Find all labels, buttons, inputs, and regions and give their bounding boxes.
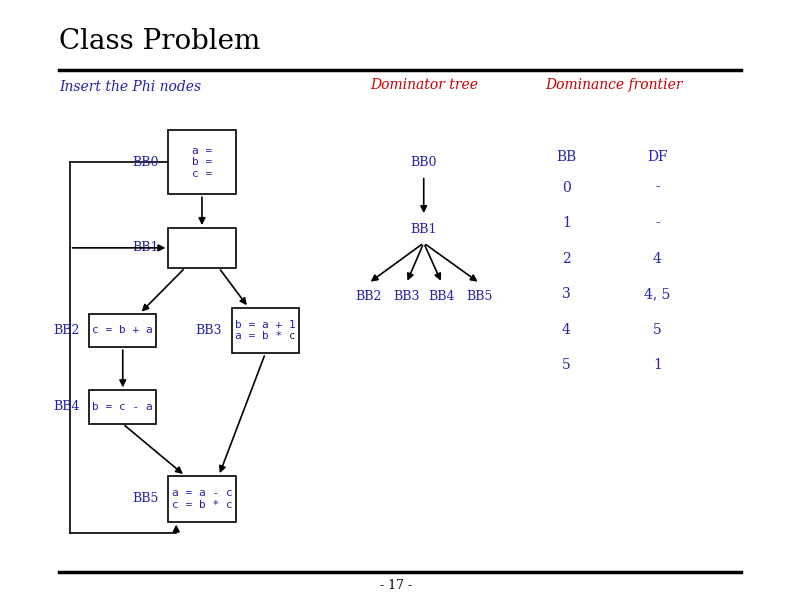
Text: - 17 -: - 17 - [380, 580, 412, 592]
Text: BB3: BB3 [196, 324, 223, 337]
FancyBboxPatch shape [168, 476, 236, 521]
Text: BB5: BB5 [132, 492, 158, 506]
Text: 1: 1 [653, 358, 662, 372]
Text: Dominator tree: Dominator tree [370, 78, 478, 92]
FancyBboxPatch shape [89, 314, 157, 348]
FancyBboxPatch shape [168, 228, 236, 268]
Text: BB: BB [556, 150, 577, 164]
Text: -: - [655, 181, 660, 195]
Text: BB5: BB5 [466, 290, 493, 304]
Text: 5: 5 [562, 358, 571, 372]
Text: 3: 3 [562, 287, 571, 301]
Text: b = c - a: b = c - a [93, 402, 153, 412]
FancyBboxPatch shape [232, 307, 299, 353]
Text: BB3: BB3 [393, 290, 420, 304]
Text: b = a + 1
a = b * c: b = a + 1 a = b * c [235, 319, 295, 341]
Text: BB2: BB2 [355, 290, 382, 304]
FancyBboxPatch shape [89, 390, 157, 424]
Text: c = b + a: c = b + a [93, 326, 153, 335]
Text: a = a - c
c = b * c: a = a - c c = b * c [172, 488, 232, 510]
Text: -: - [655, 216, 660, 230]
Text: 4, 5: 4, 5 [644, 287, 671, 301]
Text: Class Problem: Class Problem [59, 28, 261, 54]
Text: 0: 0 [562, 181, 571, 195]
Text: BB1: BB1 [132, 241, 158, 255]
Text: 5: 5 [653, 323, 662, 337]
Text: 4: 4 [653, 252, 662, 266]
Text: a =
b =
c =: a = b = c = [192, 146, 212, 179]
Text: 1: 1 [562, 216, 571, 230]
Text: BB4: BB4 [428, 290, 455, 304]
Text: Insert the Phi nodes: Insert the Phi nodes [59, 80, 201, 94]
Text: BB0: BB0 [132, 155, 158, 169]
Text: 2: 2 [562, 252, 571, 266]
Text: BB1: BB1 [410, 223, 437, 236]
Text: DF: DF [647, 150, 668, 164]
Text: BB2: BB2 [53, 324, 79, 337]
FancyBboxPatch shape [168, 130, 236, 195]
Text: BB0: BB0 [410, 155, 437, 169]
Text: BB4: BB4 [53, 400, 79, 414]
Text: 4: 4 [562, 323, 571, 337]
Text: Dominance frontier: Dominance frontier [545, 78, 683, 92]
